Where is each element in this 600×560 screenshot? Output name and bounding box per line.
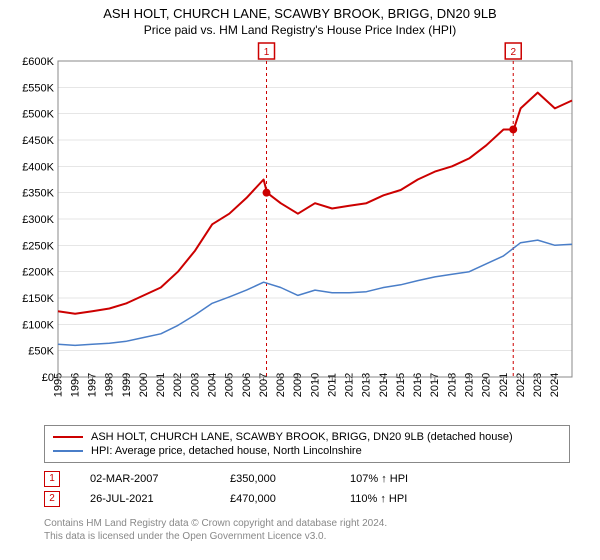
- svg-text:1999: 1999: [121, 373, 133, 397]
- svg-text:£500K: £500K: [22, 109, 54, 121]
- svg-text:£600K: £600K: [22, 56, 54, 68]
- svg-text:1: 1: [264, 47, 270, 58]
- sale-date: 02-MAR-2007: [90, 473, 200, 485]
- svg-text:2012: 2012: [344, 373, 356, 397]
- svg-text:2014: 2014: [378, 373, 390, 397]
- svg-text:2003: 2003: [189, 373, 201, 397]
- svg-text:2010: 2010: [309, 373, 321, 397]
- table-row: 2 26-JUL-2021 £470,000 110% ↑ HPI: [44, 489, 570, 509]
- svg-text:2023: 2023: [532, 373, 544, 397]
- sale-pct: 110% ↑ HPI: [350, 493, 440, 505]
- svg-text:£150K: £150K: [22, 293, 54, 305]
- svg-text:2005: 2005: [224, 373, 236, 397]
- legend-swatch: [53, 436, 83, 438]
- svg-text:£50K: £50K: [28, 346, 54, 358]
- footer-line: Contains HM Land Registry data © Crown c…: [44, 517, 570, 530]
- svg-text:£250K: £250K: [22, 240, 54, 252]
- legend: ASH HOLT, CHURCH LANE, SCAWBY BROOK, BRI…: [44, 425, 570, 463]
- chart-title: ASH HOLT, CHURCH LANE, SCAWBY BROOK, BRI…: [0, 0, 600, 21]
- svg-text:£100K: £100K: [22, 319, 54, 331]
- svg-text:2002: 2002: [172, 373, 184, 397]
- chart-subtitle: Price paid vs. HM Land Registry's House …: [0, 21, 600, 41]
- svg-text:2022: 2022: [515, 373, 527, 397]
- svg-text:1998: 1998: [104, 373, 116, 397]
- svg-text:2019: 2019: [464, 373, 476, 397]
- legend-item: ASH HOLT, CHURCH LANE, SCAWBY BROOK, BRI…: [53, 430, 561, 444]
- svg-text:1997: 1997: [87, 373, 99, 397]
- svg-text:2021: 2021: [498, 373, 510, 397]
- legend-item: HPI: Average price, detached house, Nort…: [53, 444, 561, 458]
- svg-text:£550K: £550K: [22, 82, 54, 94]
- marker-badge: 1: [44, 471, 60, 487]
- sale-pct: 107% ↑ HPI: [350, 473, 440, 485]
- svg-text:2008: 2008: [275, 373, 287, 397]
- sale-price: £470,000: [230, 493, 320, 505]
- svg-text:2013: 2013: [361, 373, 373, 397]
- svg-text:2004: 2004: [206, 373, 218, 397]
- svg-text:2001: 2001: [155, 373, 167, 397]
- svg-text:2018: 2018: [446, 373, 458, 397]
- svg-text:2015: 2015: [395, 373, 407, 397]
- svg-text:2017: 2017: [429, 373, 441, 397]
- svg-text:2016: 2016: [412, 373, 424, 397]
- table-row: 1 02-MAR-2007 £350,000 107% ↑ HPI: [44, 469, 570, 489]
- legend-swatch: [53, 450, 83, 452]
- svg-text:£450K: £450K: [22, 135, 54, 147]
- sale-price: £350,000: [230, 473, 320, 485]
- chart-svg: £0£50K£100K£150K£200K£250K£300K£350K£400…: [14, 41, 584, 421]
- marker-badge: 2: [44, 491, 60, 507]
- footer: Contains HM Land Registry data © Crown c…: [44, 517, 570, 543]
- svg-text:£400K: £400K: [22, 161, 54, 173]
- svg-text:£200K: £200K: [22, 267, 54, 279]
- svg-text:1996: 1996: [69, 373, 81, 397]
- svg-text:2000: 2000: [138, 373, 150, 397]
- sales-table: 1 02-MAR-2007 £350,000 107% ↑ HPI 2 26-J…: [44, 469, 570, 509]
- svg-text:2020: 2020: [481, 373, 493, 397]
- svg-text:£300K: £300K: [22, 214, 54, 226]
- svg-text:2: 2: [510, 47, 516, 58]
- chart-area: £0£50K£100K£150K£200K£250K£300K£350K£400…: [14, 41, 584, 421]
- svg-text:£350K: £350K: [22, 188, 54, 200]
- svg-text:2006: 2006: [241, 373, 253, 397]
- legend-label: HPI: Average price, detached house, Nort…: [91, 445, 362, 457]
- legend-label: ASH HOLT, CHURCH LANE, SCAWBY BROOK, BRI…: [91, 431, 513, 443]
- sale-date: 26-JUL-2021: [90, 493, 200, 505]
- svg-text:2007: 2007: [258, 373, 270, 397]
- svg-text:2024: 2024: [549, 373, 561, 397]
- svg-text:2009: 2009: [292, 373, 304, 397]
- chart-container: ASH HOLT, CHURCH LANE, SCAWBY BROOK, BRI…: [0, 0, 600, 560]
- footer-line: This data is licensed under the Open Gov…: [44, 530, 570, 543]
